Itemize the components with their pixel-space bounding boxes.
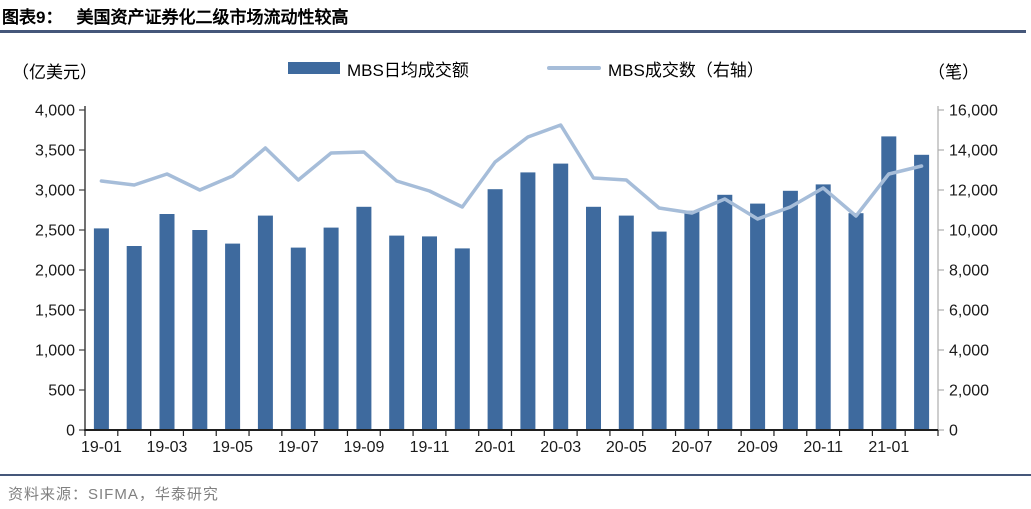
bar-21-01 [881, 136, 897, 430]
right-axis-tick-label: 4,000 [949, 343, 989, 360]
bar-series-label: MBS日均成交额 [347, 60, 469, 80]
bar-19-08 [323, 227, 339, 430]
bar-20-12 [848, 213, 864, 430]
bar-19-05 [225, 243, 241, 430]
figure-header: 图表9： 美国资产证券化二级市场流动性较高 [2, 3, 348, 28]
x-axis-tick-label: 19-07 [278, 439, 319, 456]
right-axis-tick-label: 0 [949, 423, 958, 440]
left-axis-tick-label: 2,000 [35, 263, 75, 280]
left-axis-tick-label: 2,500 [35, 223, 75, 240]
line-series [99, 123, 924, 221]
figure-title: 美国资产证券化二级市场流动性较高 [76, 8, 349, 27]
left-axis-tick-label: 500 [48, 383, 75, 400]
x-axis-tick-label: 20-07 [671, 439, 712, 456]
bar-19-06 [257, 215, 273, 430]
x-axis-tick-label: 19-01 [81, 439, 122, 456]
bar-21-02 [914, 154, 930, 431]
x-axis-tick-label: 19-03 [147, 439, 188, 456]
line-series-swatch [547, 66, 601, 70]
bar-series-swatch [288, 62, 340, 74]
left-axis-unit: （亿美元） [12, 63, 97, 82]
right-axis-tick-label: 14,000 [949, 143, 998, 160]
right-axis-unit: （笔） [928, 63, 979, 82]
left-axis-tick-label: 0 [66, 423, 75, 440]
right-axis-tick-label: 8,000 [949, 263, 989, 280]
bar-19-02 [126, 246, 142, 430]
figure-label: 图表9： [2, 8, 63, 27]
source-note: 资料来源：SIFMA，华泰研究 [8, 486, 219, 503]
right-axis-tick-label: 10,000 [949, 223, 998, 240]
left-axis-tick-label: 3,000 [35, 183, 75, 200]
left-axis-tick-label: 4,000 [35, 103, 75, 120]
right-axis-tick-label: 16,000 [949, 103, 998, 120]
footer-rule [0, 474, 1031, 476]
x-axis-tick-label: 19-11 [410, 439, 450, 456]
right-axis-tick-label: 12,000 [949, 183, 998, 200]
x-axis-tick-label: 20-11 [803, 439, 843, 456]
left-axis-tick-label: 1,500 [35, 303, 75, 320]
bar-20-04 [586, 206, 601, 430]
bar-19-03 [159, 214, 175, 430]
bar-20-10 [782, 190, 798, 430]
bar-19-10 [389, 235, 405, 430]
left-axis-tick-label: 1,000 [35, 343, 75, 360]
bar-20-05 [618, 215, 634, 430]
x-axis-tick-label: 20-01 [475, 439, 516, 456]
bar-19-11 [422, 236, 437, 430]
bar-20-02 [520, 172, 536, 430]
x-axis-tick-label: 19-09 [343, 439, 384, 456]
bar-20-07 [684, 210, 700, 430]
bar-19-07 [290, 247, 306, 430]
right-axis-tick-label: 2,000 [949, 383, 989, 400]
bar-20-09 [750, 203, 766, 430]
bar-20-01 [487, 189, 503, 430]
line-series-label: MBS成交数（右轴） [608, 60, 764, 80]
bar-19-04 [192, 230, 208, 430]
bar-19-01 [93, 228, 109, 430]
bar-19-09 [356, 206, 372, 430]
bar-20-06 [651, 231, 667, 430]
x-axis-tick-label: 20-05 [606, 439, 647, 456]
bar-20-08 [717, 194, 733, 430]
title-rule [0, 30, 1026, 33]
right-axis-tick-label: 6,000 [949, 303, 989, 320]
bar-20-11 [815, 184, 831, 430]
x-axis-tick-label: 19-05 [212, 439, 253, 456]
legend-item-line-series: MBS成交数（右轴） [547, 56, 764, 80]
x-axis-tick-label: 20-09 [737, 439, 778, 456]
bar-19-12 [454, 248, 470, 430]
left-axis-tick-label: 3,500 [35, 143, 75, 160]
legend-item-bar-series: MBS日均成交额 [288, 56, 469, 80]
x-axis-tick-label: 21-01 [868, 439, 909, 456]
bar-20-03 [553, 163, 569, 430]
x-axis-tick-label: 20-03 [540, 439, 581, 456]
